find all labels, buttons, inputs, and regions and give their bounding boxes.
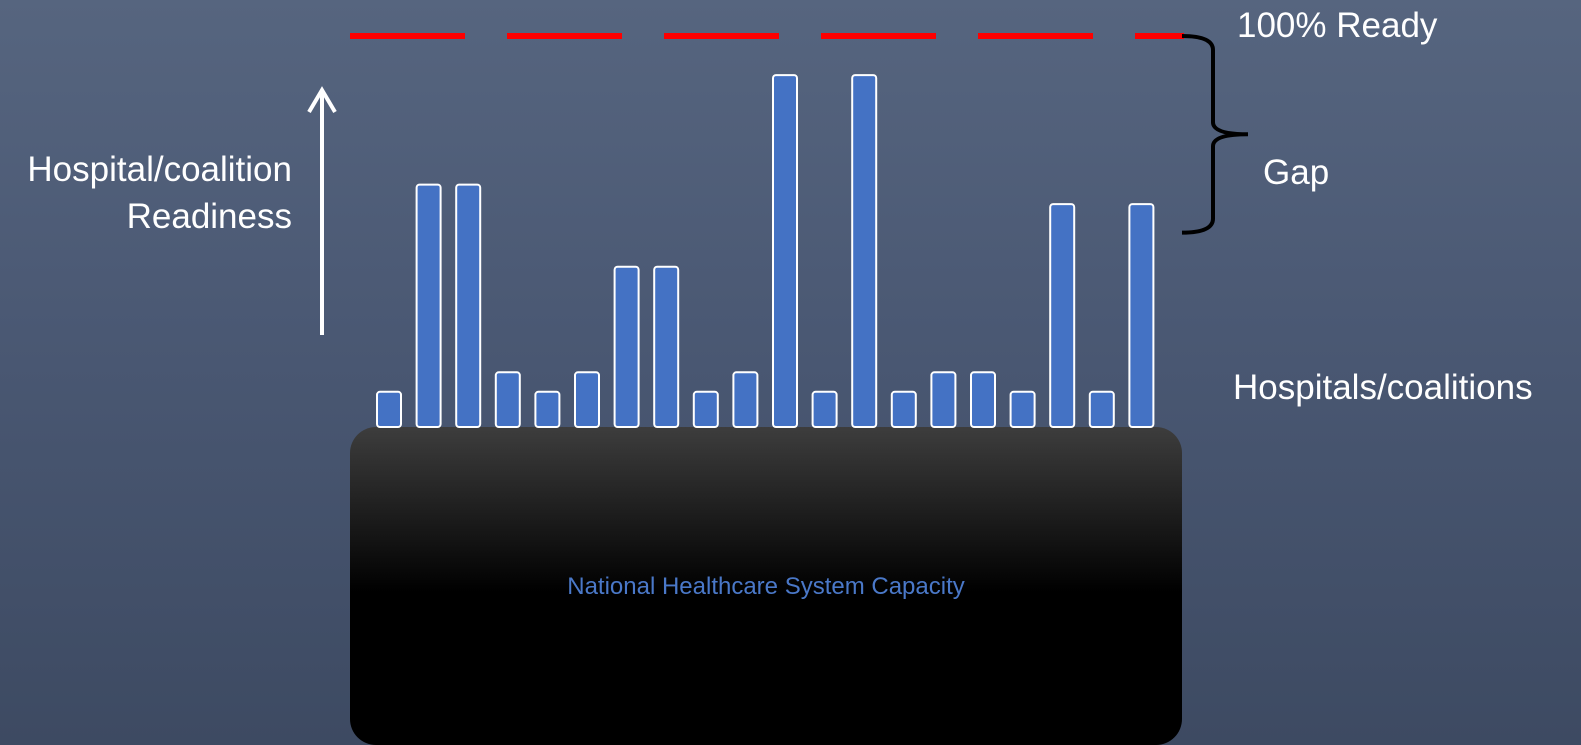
- readiness-bar: [1088, 390, 1115, 428]
- readiness-bar: [415, 183, 442, 428]
- readiness-bar: [613, 265, 640, 429]
- readiness-bar: [732, 371, 759, 428]
- readiness-bar: [692, 390, 719, 428]
- target-label: 100% Ready: [1237, 6, 1438, 45]
- readiness-bar: [930, 371, 957, 428]
- national-capacity-base: National Healthcare System Capacity: [350, 427, 1182, 745]
- readiness-bar: [890, 390, 917, 428]
- up-arrow-icon: [307, 86, 337, 335]
- curly-brace-icon: [1181, 34, 1249, 235]
- readiness-bar: [851, 74, 878, 428]
- y-axis-label: Hospital/coalition Readiness: [27, 150, 292, 236]
- readiness-bar: [455, 183, 482, 428]
- readiness-bar: [534, 390, 561, 428]
- readiness-bar: [376, 390, 402, 428]
- bars-group: [376, 74, 1155, 429]
- x-axis-label: Hospitals/coalitions: [1233, 368, 1533, 407]
- readiness-bar: [653, 265, 680, 429]
- readiness-bar: [811, 390, 838, 428]
- readiness-bar: [494, 371, 521, 428]
- base-caption: National Healthcare System Capacity: [567, 573, 965, 600]
- readiness-bar: [970, 371, 996, 428]
- readiness-bar: [1128, 203, 1155, 428]
- readiness-bar: [1049, 203, 1076, 428]
- readiness-bar: [772, 74, 798, 428]
- readiness-bar: [574, 371, 600, 428]
- gap-label: Gap: [1263, 153, 1330, 192]
- readiness-bar: [1009, 390, 1036, 428]
